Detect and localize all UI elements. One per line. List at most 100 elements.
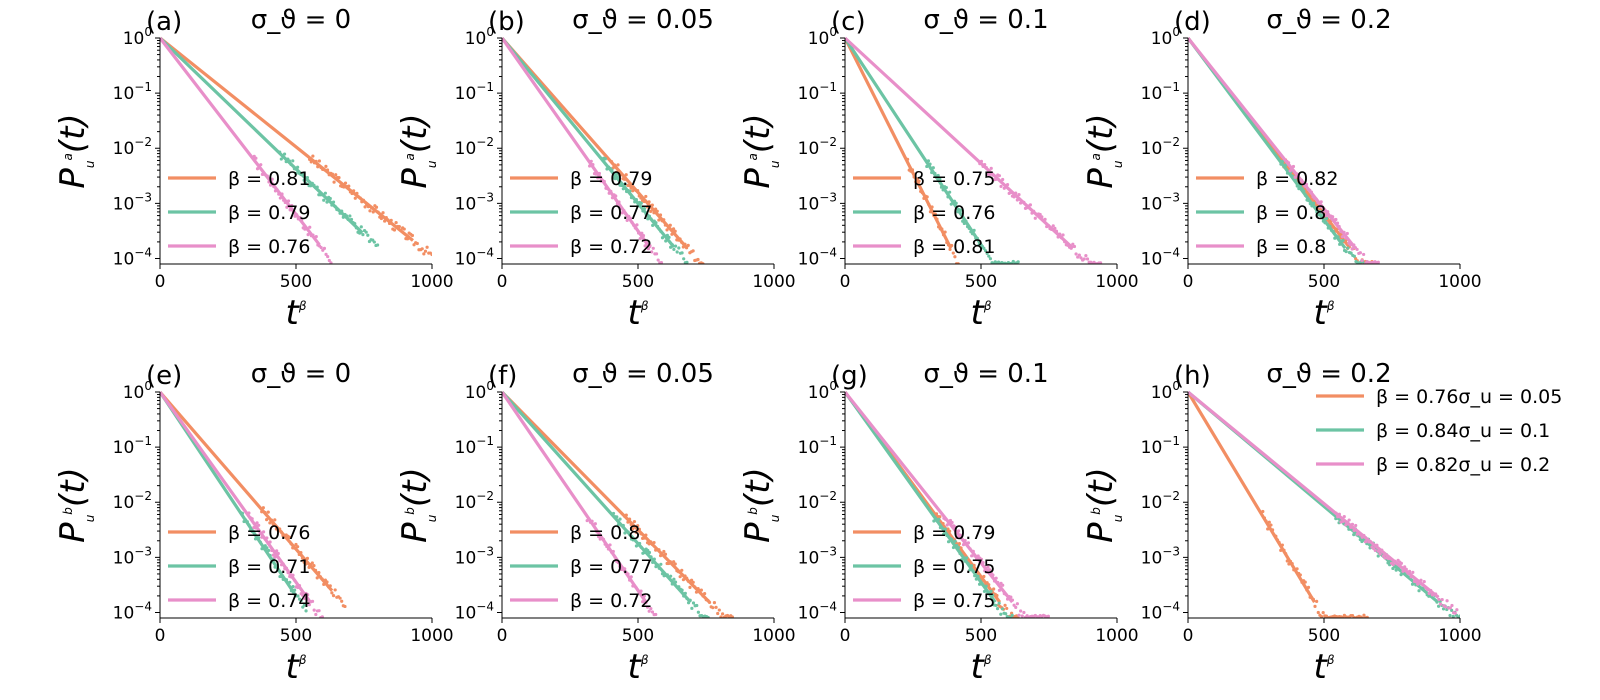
data-point <box>381 211 385 215</box>
data-point <box>359 225 363 229</box>
data-point <box>1345 231 1349 236</box>
data-point <box>287 159 292 163</box>
data-point <box>961 219 965 223</box>
x-tick-label: 500 <box>280 626 312 646</box>
data-point <box>1411 570 1415 574</box>
data-point <box>1450 608 1454 613</box>
data-point <box>1306 585 1311 589</box>
data-point <box>966 561 970 566</box>
data-point <box>1054 229 1059 233</box>
data-point <box>317 571 321 575</box>
panel-h: 0 500 1000 100 10−1 10−2 10−3 10−4 tβ Pub(t) (h) σ_… <box>1081 359 1562 687</box>
data-point <box>397 225 401 229</box>
data-point <box>1338 242 1342 246</box>
data-point <box>348 214 352 218</box>
data-point <box>308 225 312 229</box>
data-point <box>1279 162 1283 166</box>
data-point <box>1005 183 1010 187</box>
data-point <box>650 610 655 614</box>
data-point <box>667 235 671 239</box>
data-point <box>1002 186 1006 190</box>
data-point <box>683 242 687 246</box>
data-point <box>275 549 279 553</box>
data-point <box>1421 583 1425 587</box>
data-point <box>617 200 621 204</box>
data-point <box>1311 597 1315 601</box>
y-tick-label: 100 <box>1151 379 1180 403</box>
data-point <box>641 600 645 604</box>
data-point <box>623 567 627 571</box>
data-point <box>347 184 351 188</box>
data-point <box>948 247 952 251</box>
data-point <box>282 152 287 156</box>
data-point <box>647 214 652 218</box>
data-point <box>628 216 633 220</box>
data-point <box>664 239 668 243</box>
data-point <box>1352 254 1356 258</box>
data-point <box>968 568 972 572</box>
data-point <box>639 532 643 536</box>
data-point <box>649 540 653 544</box>
data-point <box>260 535 264 539</box>
data-point <box>683 591 687 595</box>
data-point <box>950 243 954 248</box>
data-point <box>291 159 295 163</box>
data-point <box>265 518 269 522</box>
data-point <box>291 573 295 577</box>
data-point <box>1419 578 1423 582</box>
data-point <box>1334 511 1338 515</box>
data-point <box>1341 519 1345 524</box>
data-point <box>987 172 992 177</box>
legend-label: β = 0.82 <box>1256 168 1338 190</box>
data-point <box>701 594 705 598</box>
data-point <box>317 159 321 163</box>
legend-label: β = 0.79 <box>570 168 652 190</box>
panel-letter: (e) <box>146 361 182 391</box>
data-point <box>1352 243 1356 247</box>
legend-label: β = 0.82σ_u = 0.2 <box>1376 454 1550 476</box>
data-point <box>1417 589 1421 593</box>
data-point <box>1015 602 1019 606</box>
data-point <box>1337 224 1341 229</box>
data-point <box>305 556 310 560</box>
data-point <box>688 585 692 589</box>
data-point <box>645 205 650 209</box>
data-point <box>984 570 988 574</box>
data-point <box>634 530 638 534</box>
data-point <box>651 223 655 227</box>
data-point <box>276 568 280 572</box>
data-point <box>1058 232 1062 236</box>
data-point <box>330 203 334 207</box>
data-point <box>662 234 666 238</box>
data-point <box>680 568 684 572</box>
data-point <box>265 546 269 550</box>
data-point <box>1274 534 1278 538</box>
data-point <box>964 219 968 223</box>
data-point <box>716 611 720 616</box>
data-point <box>642 594 646 598</box>
data-point <box>943 230 947 234</box>
data-point <box>641 234 646 238</box>
data-point <box>319 245 323 250</box>
data-point <box>625 218 629 222</box>
data-point <box>342 185 346 189</box>
data-point <box>626 572 630 576</box>
data-point <box>992 587 996 591</box>
y-tick-label: 10−1 <box>798 80 837 104</box>
data-point <box>940 526 944 530</box>
data-point <box>956 546 960 550</box>
data-point <box>616 522 621 527</box>
data-point <box>376 243 380 247</box>
data-point <box>686 579 690 583</box>
data-point <box>1391 563 1395 567</box>
data-point <box>1004 592 1008 596</box>
series-line-3 <box>160 37 321 246</box>
data-point <box>642 199 646 204</box>
panel-c: 0 500 1000 100 10−1 10−2 10−3 10−4 tβ Pua(t) (c) σ_… <box>738 5 1139 333</box>
data-point <box>1342 230 1346 234</box>
data-point <box>925 164 929 169</box>
panel-title: σ_ϑ = 0 <box>251 359 351 389</box>
data-point <box>307 603 311 607</box>
data-point <box>294 542 298 547</box>
data-point <box>623 212 628 216</box>
